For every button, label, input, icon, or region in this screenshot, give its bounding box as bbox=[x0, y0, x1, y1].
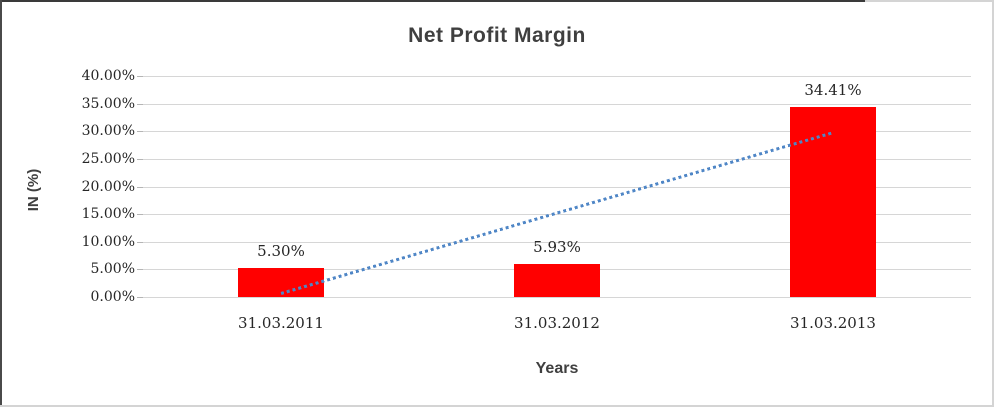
chart-border-left bbox=[0, 0, 2, 407]
gridline bbox=[143, 131, 971, 133]
chart-border-top bbox=[0, 0, 994, 2]
x-category-label: 31.03.2013 bbox=[790, 314, 876, 332]
gridline bbox=[143, 103, 971, 105]
gridline bbox=[143, 241, 971, 243]
x-category-label: 31.03.2011 bbox=[238, 314, 324, 332]
y-tick-mark bbox=[137, 158, 143, 160]
gridline bbox=[143, 158, 971, 160]
y-tick-mark bbox=[137, 297, 143, 298]
y-tick-mark bbox=[137, 186, 143, 188]
chart-border-right bbox=[992, 0, 994, 407]
gridline bbox=[143, 186, 971, 188]
bar-data-label: 34.41% bbox=[804, 80, 862, 99]
y-tick-label: 25.00% bbox=[81, 150, 135, 167]
y-tick-mark bbox=[137, 103, 143, 105]
y-tick-mark bbox=[137, 214, 143, 216]
y-tick-label: 5.00% bbox=[90, 261, 135, 278]
y-tick-label: 15.00% bbox=[81, 206, 135, 223]
y-axis-title: IN (%) bbox=[25, 168, 42, 212]
y-tick-mark bbox=[137, 131, 143, 133]
y-tick-label: 30.00% bbox=[81, 123, 135, 140]
y-tick-label: 10.00% bbox=[81, 233, 135, 250]
bar-data-label: 5.30% bbox=[257, 241, 305, 260]
bar-data-label: 5.93% bbox=[533, 238, 581, 257]
bar bbox=[514, 264, 600, 297]
y-tick-label: 20.00% bbox=[81, 178, 135, 195]
bar bbox=[790, 106, 876, 297]
y-tick-label: 35.00% bbox=[81, 95, 135, 112]
gridline bbox=[143, 297, 971, 298]
x-category-label: 31.03.2012 bbox=[514, 314, 600, 332]
gridline bbox=[143, 76, 971, 77]
chart-border-bottom bbox=[0, 405, 994, 407]
y-tick-label: 40.00% bbox=[81, 68, 135, 84]
y-tick-mark bbox=[137, 269, 143, 271]
y-tick-mark bbox=[137, 76, 143, 77]
y-tick-mark bbox=[137, 241, 143, 243]
y-tick-label: 0.00% bbox=[90, 289, 135, 305]
chart-title: Net Profit Margin bbox=[408, 24, 586, 47]
x-axis-title: Years bbox=[535, 360, 579, 377]
